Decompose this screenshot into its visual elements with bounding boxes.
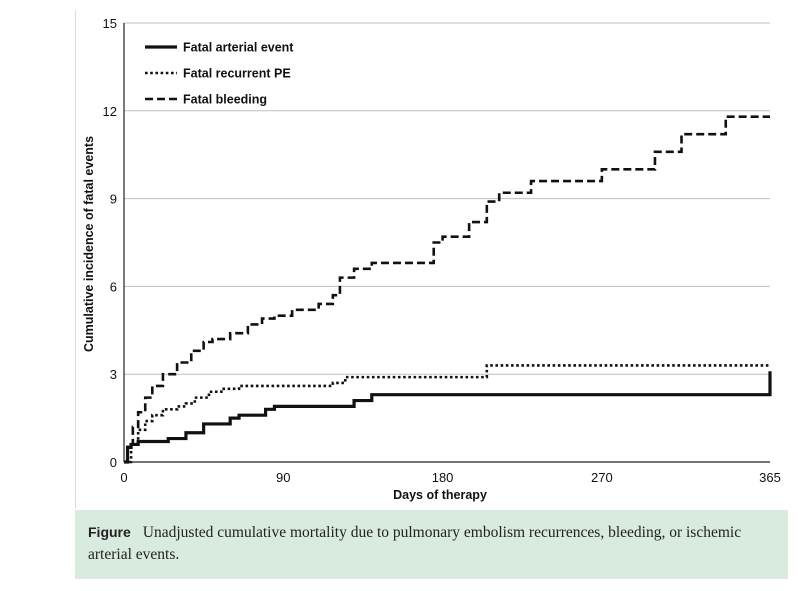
legend-label-arterial: Fatal arterial event xyxy=(183,41,294,55)
x-tick-label: 180 xyxy=(432,470,454,485)
tick-labels: 0 3 6 9 12 15 0 90 180 270 365 xyxy=(103,16,781,485)
axes xyxy=(123,23,770,463)
series-line-fatal-arterial-event xyxy=(124,371,772,464)
series-line-fatal-recurrent-pe xyxy=(124,364,770,464)
figure-frame xyxy=(75,10,789,508)
x-tick-label: 365 xyxy=(759,470,781,485)
x-tick-label: 0 xyxy=(120,470,127,485)
caption-label: Figure xyxy=(88,524,131,540)
legend-label-bleeding: Fatal bleeding xyxy=(183,93,267,107)
y-tick-label: 0 xyxy=(110,455,117,470)
legend: Fatal arterial event Fatal recurrent PE … xyxy=(145,41,294,107)
y-tick-label: 3 xyxy=(110,367,117,382)
y-axis-label: Cumulative incidence of fatal events xyxy=(82,136,96,352)
series-line-fatal-bleeding xyxy=(124,115,770,464)
caption-text: Unadjusted cumulative mortality due to p… xyxy=(88,524,742,563)
gridlines xyxy=(124,22,770,375)
x-tick-label: 90 xyxy=(276,470,290,485)
legend-label-recurrent-pe: Fatal recurrent PE xyxy=(183,67,291,81)
x-tick-label: 270 xyxy=(591,470,613,485)
x-axis-label: Days of therapy xyxy=(393,488,487,502)
y-tick-label: 6 xyxy=(110,279,117,294)
y-tick-label: 15 xyxy=(103,16,117,31)
cumulative-incidence-chart: 0 3 6 9 12 15 0 90 180 270 365 Days of therapy Cum… xyxy=(82,16,781,502)
series-lines xyxy=(124,115,772,464)
y-tick-label: 12 xyxy=(103,104,117,119)
y-tick-label: 9 xyxy=(110,192,117,207)
figure-caption: Figure Unadjusted cumulative mortality du… xyxy=(75,510,788,579)
